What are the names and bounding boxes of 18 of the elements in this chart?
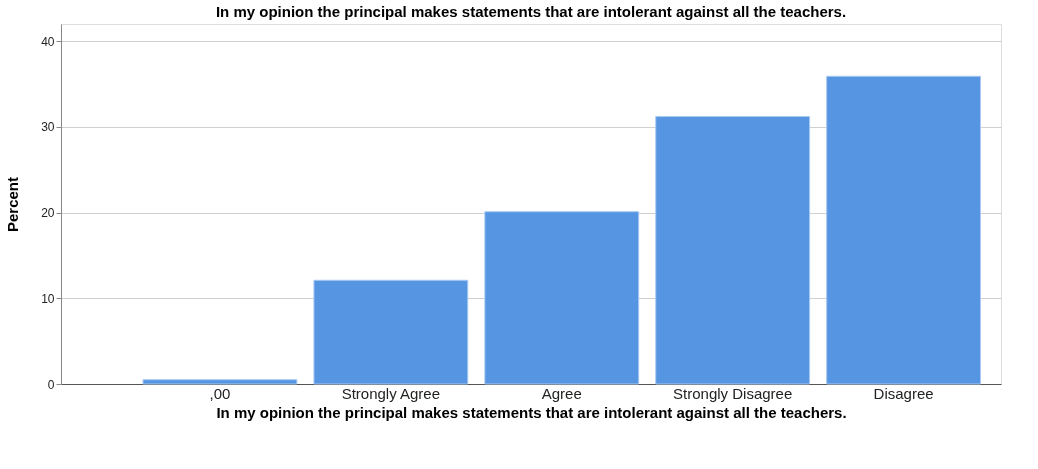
y-tick-label: 40 xyxy=(41,34,55,49)
chart-title: In my opinion the principal makes statements that are intolerant against all the teachers. xyxy=(215,3,847,20)
y-tick-label: 20 xyxy=(41,206,55,221)
y-tick-label: 10 xyxy=(41,291,55,306)
bar xyxy=(655,116,811,385)
x-tick-label: ,00 xyxy=(209,384,231,402)
y-axis-title: Percent xyxy=(4,176,22,233)
bar xyxy=(313,279,469,385)
x-axis-title: In my opinion the principal makes statements that are intolerant against all the teachers. xyxy=(216,403,847,421)
y-tick-label: 0 xyxy=(47,377,55,392)
x-tick-label: Agree xyxy=(541,384,582,402)
x-tick-label: Strongly Agree xyxy=(341,384,441,402)
x-tick-label: Strongly Disagree xyxy=(673,384,793,402)
bar xyxy=(142,379,298,385)
x-tick-label: Disagree xyxy=(873,384,934,402)
bar xyxy=(484,211,640,385)
y-tick-label: 30 xyxy=(41,120,55,135)
bar xyxy=(826,75,981,385)
